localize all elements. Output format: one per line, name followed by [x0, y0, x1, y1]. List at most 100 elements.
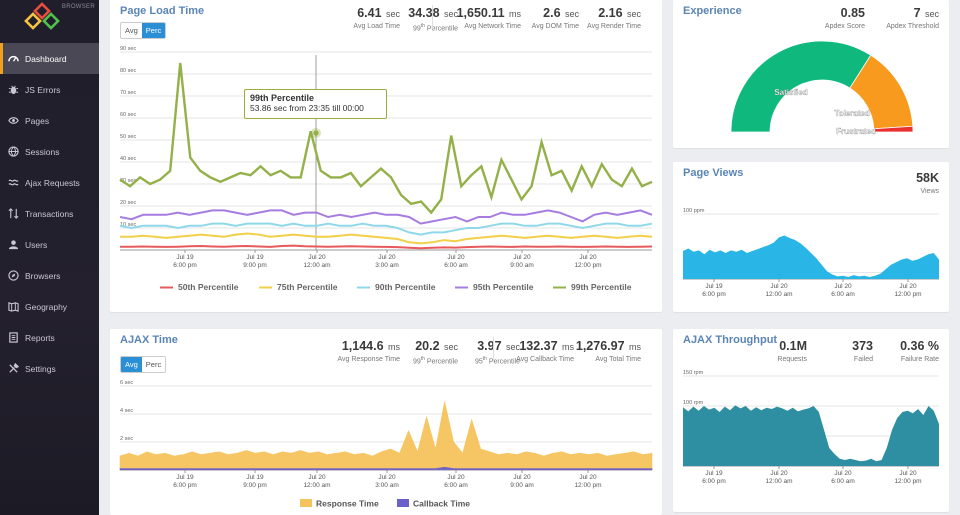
- dashboard-icon: [8, 53, 19, 64]
- nav-item-label: Transactions: [25, 208, 74, 219]
- y-tick-label: 6 sec: [120, 380, 133, 386]
- nav-item-reports[interactable]: Reports: [0, 322, 99, 353]
- page-load-chart[interactable]: 10 sec 20 sec 30 sec 40 sec 50 sec 60 sec 70 s…: [110, 30, 662, 312]
- x-tick-label: 12:00 am: [765, 291, 792, 298]
- gauge-slice: [873, 125, 914, 133]
- panel-title: AJAX Time: [120, 334, 178, 346]
- metric-label: 99th Percentile: [412, 23, 458, 33]
- wave-icon: [8, 177, 19, 188]
- legend-label: Response Time: [316, 499, 379, 509]
- x-tick-label: Jul 20: [378, 254, 396, 261]
- metric-value: 34.38: [408, 6, 440, 20]
- metric-label: Avg Total Time: [595, 356, 641, 363]
- x-tick-label: 6:00 am: [831, 478, 855, 485]
- x-tick-label: Jul 19: [246, 254, 264, 261]
- metric: 1,276.97 ms Avg Total Time: [576, 337, 641, 363]
- x-tick-label: Jul 20: [447, 474, 465, 481]
- legend-swatch: [455, 286, 468, 289]
- logo[interactable]: BROWSER: [0, 0, 99, 41]
- legend-swatch: [259, 286, 272, 289]
- metric-value: 1,276.97: [575, 339, 625, 353]
- series-line: [119, 222, 653, 236]
- metric-label: Apdex Threshold: [886, 23, 939, 30]
- metric-value: 3.97: [477, 339, 502, 353]
- metric-unit: ms: [629, 342, 641, 352]
- metric-label: Failed: [853, 356, 873, 363]
- y-tick-label: 10 sec: [120, 222, 136, 228]
- x-tick-label: Jul 20: [579, 474, 597, 481]
- nav-item-users[interactable]: Users: [0, 229, 99, 260]
- x-tick-label: 3:00 am: [375, 262, 399, 269]
- user-icon: [8, 239, 19, 250]
- metric-value: 373: [852, 339, 873, 353]
- legend-swatch: [160, 286, 173, 289]
- series-area: [683, 405, 939, 466]
- x-tick-label: 12:00 am: [765, 478, 792, 485]
- nav-item-pages[interactable]: Pages: [0, 105, 99, 136]
- metric: 7 sec Apdex Threshold: [886, 4, 939, 30]
- metric-label: 95th Percentile: [474, 356, 520, 366]
- series-line: [119, 62, 653, 215]
- nav-item-js-errors[interactable]: JS Errors: [0, 74, 99, 105]
- product-name: BROWSER: [61, 4, 95, 10]
- nav-item-settings[interactable]: Settings: [0, 353, 99, 384]
- y-tick-label: 50 sec: [120, 134, 136, 140]
- metric-value: 2.6: [543, 6, 561, 20]
- series-area: [683, 235, 939, 279]
- metric-label: Avg Network Time: [464, 23, 521, 30]
- metric-unit: sec: [385, 9, 400, 19]
- metric: 6.41 sec Avg Load Time: [353, 4, 400, 30]
- legend-swatch: [397, 499, 409, 507]
- metric: 1,650.11 ms Avg Network Time: [457, 4, 521, 30]
- legend-label: 90th Percentile: [375, 282, 436, 292]
- legend-label: 50th Percentile: [178, 282, 239, 292]
- avg-toggle-button[interactable]: Avg: [121, 23, 142, 38]
- x-tick-label: Jul 19: [705, 283, 723, 290]
- metric-unit: ms: [388, 342, 400, 352]
- nav-item-ajax-requests[interactable]: Ajax Requests: [0, 167, 99, 198]
- x-tick-label: 6:00 pm: [702, 478, 726, 485]
- metric-value: 2.16: [598, 6, 623, 20]
- sidebar: BROWSER Dashboard JS Errors Pages Sessions A…: [0, 0, 99, 515]
- x-tick-label: Jul 20: [308, 254, 326, 261]
- nav-item-dashboard[interactable]: Dashboard: [0, 43, 99, 74]
- gauge-label: Satisfied: [774, 88, 807, 97]
- metric-label: Avg Callback Time: [516, 356, 574, 363]
- x-tick-label: 6:00 am: [444, 482, 468, 489]
- x-tick-label: Jul 20: [513, 474, 531, 481]
- metric-unit: sec: [443, 342, 458, 352]
- app-logo-icon: [24, 2, 60, 30]
- nav-item-geography[interactable]: Geography: [0, 291, 99, 322]
- metric-label: Views: [920, 188, 939, 195]
- compass-icon: [8, 270, 19, 281]
- gauge-label: Frustrated: [836, 127, 876, 136]
- metric: 3.97 sec 95th Percentile: [475, 337, 520, 365]
- nav-item-label: Browsers: [25, 270, 61, 281]
- x-tick-label: 6:00 pm: [173, 482, 197, 489]
- avg-toggle-button[interactable]: Avg: [121, 357, 142, 372]
- metric-unit: sec: [505, 342, 520, 352]
- nav-item-label: Pages: [25, 115, 50, 126]
- avg-perc-toggle: Avg Perc: [120, 356, 167, 373]
- nav-item-sessions[interactable]: Sessions: [0, 136, 99, 167]
- nav-item-transactions[interactable]: Transactions: [0, 198, 99, 229]
- apdex-gauge[interactable]: Satisfied Tolerated Frustrated: [673, 0, 949, 148]
- highlight-point: [313, 130, 319, 136]
- x-tick-label: 3:00 am: [375, 482, 399, 489]
- metric-value: 0.85: [840, 6, 865, 20]
- metric-label: Avg Render Time: [587, 23, 641, 30]
- metric-unit: sec: [564, 9, 579, 19]
- perc-toggle-button[interactable]: Perc: [141, 357, 166, 372]
- metric-divider: [493, 337, 494, 361]
- panel-title: Experience: [683, 5, 742, 17]
- nav-item-browsers[interactable]: Browsers: [0, 260, 99, 291]
- perc-toggle-button[interactable]: Perc: [141, 23, 166, 38]
- x-tick-label: Jul 20: [770, 470, 788, 477]
- metric-label: Failure Rate: [900, 356, 939, 363]
- x-tick-label: Jul 20: [899, 470, 917, 477]
- y-tick-label: 100 ppm: [683, 208, 705, 214]
- x-tick-label: 9:00 am: [510, 262, 534, 269]
